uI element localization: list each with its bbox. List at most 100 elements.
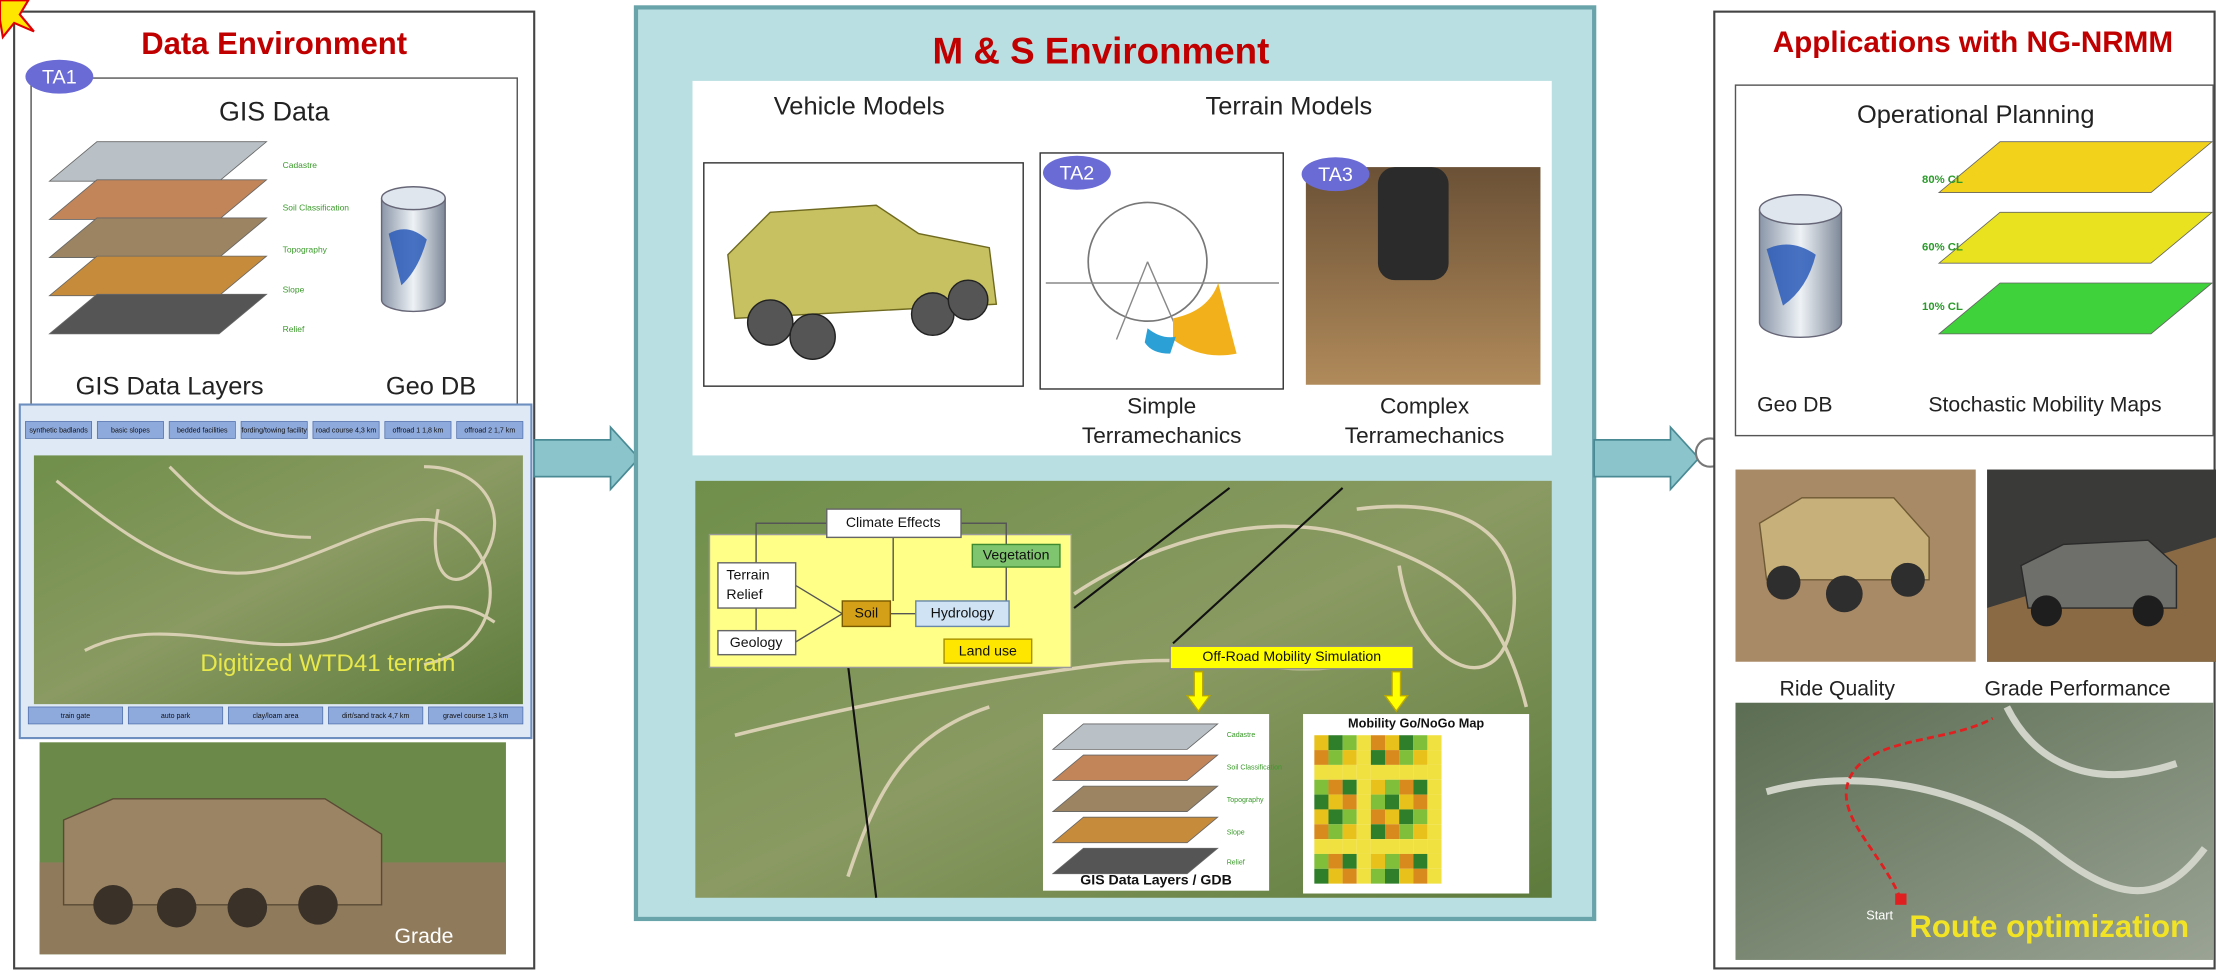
route-caption: Route optimization <box>1909 909 2189 944</box>
map-cell <box>1343 750 1357 765</box>
map-stack <box>1939 142 2212 334</box>
decoration <box>157 888 197 928</box>
flow-label: Terrain <box>726 566 769 582</box>
map-label: offroad 1 1,8 km <box>393 428 444 435</box>
decoration <box>2133 595 2164 626</box>
map-cell <box>1427 795 1441 810</box>
map-cell <box>1385 854 1399 869</box>
flow-label: Geology <box>730 634 784 650</box>
layer-label: Topography <box>1227 797 1264 804</box>
map-cell <box>1413 809 1427 824</box>
flow-label: Soil <box>855 604 879 620</box>
map-cell <box>1357 735 1371 750</box>
simulation-label: Off-Road Mobility Simulation <box>1202 648 1381 664</box>
database-icon <box>1760 195 1842 338</box>
map-cell <box>1371 750 1385 765</box>
decoration <box>228 888 268 928</box>
map-cell <box>1314 839 1328 854</box>
map-cell <box>1343 854 1357 869</box>
cylinder-top <box>382 187 446 210</box>
caption: Ride Quality <box>1780 678 1896 701</box>
map-cell <box>1413 750 1427 765</box>
flow-label: Relief <box>726 586 762 602</box>
map-cell <box>1371 824 1385 839</box>
map-cell <box>1399 854 1413 869</box>
map-label: train gate <box>61 713 90 720</box>
map-cell <box>1314 824 1328 839</box>
map-cell <box>1399 780 1413 795</box>
map-cell <box>1371 735 1385 750</box>
map-cell <box>1343 869 1357 884</box>
map-cell <box>1328 735 1342 750</box>
map-cell <box>1314 780 1328 795</box>
caption: Geo DB <box>386 372 476 400</box>
decoration <box>1891 563 1925 597</box>
decoration <box>912 293 954 335</box>
inset-caption: GIS Data Layers / GDB <box>1080 872 1232 888</box>
map-cell <box>1413 765 1427 780</box>
panel-title: M & S Environment <box>933 31 1270 72</box>
map-cell <box>1413 735 1427 750</box>
map-cell <box>1427 809 1441 824</box>
map-cell <box>1385 765 1399 780</box>
cylinder-top <box>1760 195 1842 225</box>
map-label: basic slopes <box>111 428 150 435</box>
map-cell <box>1328 854 1342 869</box>
map-label: offroad 2 1,7 km <box>464 428 515 435</box>
panel-title: Data Environment <box>141 26 407 61</box>
layer-label: Soil Classification <box>283 202 350 212</box>
layer-label: Slope <box>283 284 305 294</box>
decoration <box>1826 576 1863 613</box>
cl-label: 80% CL <box>1922 174 1963 186</box>
flow-label: Vegetation <box>983 546 1050 562</box>
caption: Grade Performance <box>1984 678 2170 701</box>
map-cell <box>1399 735 1413 750</box>
photo-caption: Grade <box>395 925 454 948</box>
map-labels: train gateauto parkclay/loam areadirt/sa… <box>28 707 523 724</box>
map-cell <box>1343 765 1357 780</box>
caption: Terramechanics <box>1082 423 1242 448</box>
map-cell <box>1357 869 1371 884</box>
map-cell <box>1427 824 1441 839</box>
map-cell <box>1371 869 1385 884</box>
map-cell <box>1328 824 1342 839</box>
flow-arrow <box>1594 427 1699 489</box>
map-label: synthetic badlands <box>29 428 88 435</box>
map-cell <box>1413 869 1427 884</box>
badge-label: TA1 <box>42 66 77 88</box>
layer-label: Relief <box>283 324 305 334</box>
layer-label: Soil Classification <box>1227 765 1282 772</box>
decoration <box>948 280 988 320</box>
map-cell <box>1314 765 1328 780</box>
map-cell <box>1413 824 1427 839</box>
map-cell <box>1399 839 1413 854</box>
map-cell <box>1413 854 1427 869</box>
map-cell <box>1328 765 1342 780</box>
layer-label: Slope <box>1227 830 1245 837</box>
decoration <box>2031 595 2062 626</box>
section-label: GIS Data <box>219 96 329 126</box>
caption: Simple <box>1127 393 1196 418</box>
map-cell <box>1413 839 1427 854</box>
map-cell <box>1371 765 1385 780</box>
map-cell <box>1314 795 1328 810</box>
flow-label: Hydrology <box>931 604 996 620</box>
section-label: Vehicle Models <box>774 92 945 120</box>
map-cell <box>1343 839 1357 854</box>
caption: Geo DB <box>1757 394 1832 417</box>
map-label: fording/towing facility <box>241 428 307 435</box>
map-cell <box>1427 869 1441 884</box>
map-cell <box>1357 839 1371 854</box>
map-cell <box>1427 750 1441 765</box>
map-cell <box>1399 869 1413 884</box>
tire <box>1378 167 1449 280</box>
decoration <box>298 885 338 925</box>
start-marker <box>1895 894 1906 905</box>
caption: Complex <box>1380 393 1470 418</box>
map-cell <box>1385 780 1399 795</box>
caption: GIS Data Layers <box>76 372 264 400</box>
map-cell <box>1357 809 1371 824</box>
map-cell <box>1357 780 1371 795</box>
map-cell <box>1427 854 1441 869</box>
decoration <box>748 300 793 345</box>
